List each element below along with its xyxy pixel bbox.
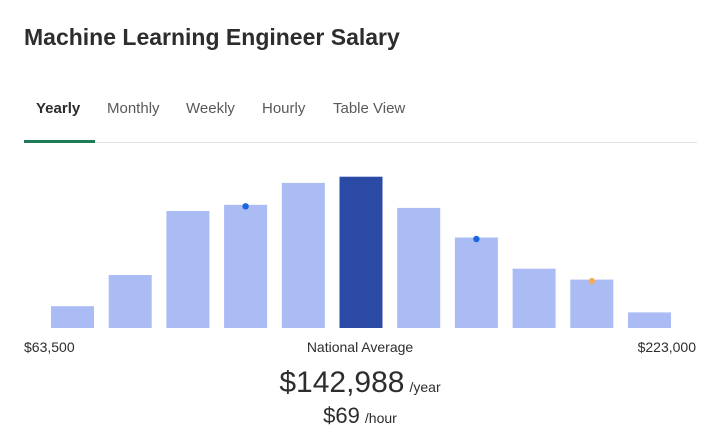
salary-bar[interactable] xyxy=(108,275,152,328)
national-average-label: National Average xyxy=(306,339,414,355)
salary-bar[interactable] xyxy=(51,306,94,328)
salary-bar[interactable] xyxy=(454,237,498,329)
hourly-average: $69/hour xyxy=(0,403,720,429)
yearly-average-value: $142,988 xyxy=(279,366,405,399)
page-title: Machine Learning Engineer Salary xyxy=(24,24,400,50)
tab-weekly[interactable]: Weekly xyxy=(186,100,235,117)
salary-bar[interactable] xyxy=(512,268,556,328)
yearly-average: $142,988/year xyxy=(0,366,720,400)
yearly-unit: /year xyxy=(409,379,441,395)
tab-hourly[interactable]: Hourly xyxy=(262,100,306,117)
salary-bar[interactable] xyxy=(281,182,325,328)
salary-bar[interactable] xyxy=(628,312,671,328)
tab-monthly[interactable]: Monthly xyxy=(107,100,160,117)
salary-distribution-chart xyxy=(51,176,671,329)
hourly-average-value: $69 xyxy=(323,403,360,428)
salary-bar[interactable] xyxy=(397,207,441,328)
chart-marker-dot xyxy=(473,235,480,243)
range-max-label: $223,000 xyxy=(637,339,696,355)
chart-marker-dot xyxy=(242,203,249,210)
period-tabs: Yearly Monthly Weekly Hourly Table View xyxy=(24,94,697,143)
salary-bar[interactable] xyxy=(166,211,210,328)
range-min-label: $63,500 xyxy=(24,339,75,355)
hourly-unit: /hour xyxy=(364,410,397,426)
salary-bar-national-average[interactable] xyxy=(339,176,383,328)
salary-bar[interactable] xyxy=(570,279,614,328)
tab-yearly[interactable]: Yearly xyxy=(36,100,81,117)
chart-marker-dot xyxy=(588,277,595,285)
active-tab-indicator xyxy=(24,140,95,143)
tab-table-view[interactable]: Table View xyxy=(333,100,406,117)
salary-bar[interactable] xyxy=(224,204,268,328)
